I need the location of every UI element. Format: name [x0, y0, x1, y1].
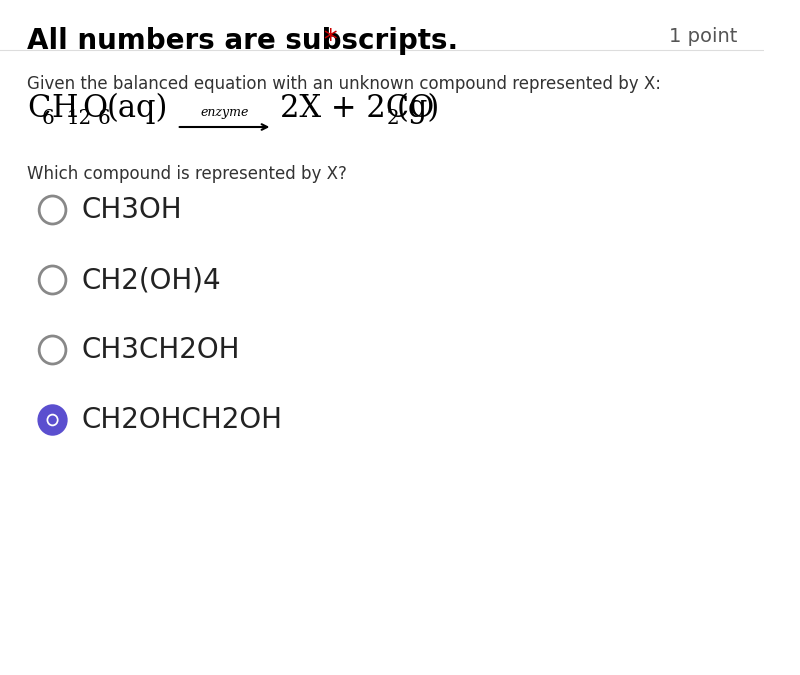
Text: CH2(OH)4: CH2(OH)4: [82, 266, 221, 294]
Text: 6: 6: [42, 109, 54, 128]
Text: enzyme: enzyme: [200, 106, 249, 119]
Text: 6: 6: [98, 109, 110, 128]
Text: 2X + 2CO: 2X + 2CO: [280, 93, 434, 124]
Text: 1 point: 1 point: [669, 27, 738, 46]
Text: 12: 12: [67, 109, 92, 128]
Text: Given the balanced equation with an unknown compound represented by X:: Given the balanced equation with an unkn…: [26, 75, 661, 93]
Text: *: *: [315, 27, 338, 55]
Text: CH3OH: CH3OH: [82, 196, 182, 224]
Text: (aq): (aq): [107, 92, 168, 124]
Circle shape: [39, 406, 66, 434]
Text: CH3CH2OH: CH3CH2OH: [82, 336, 240, 364]
Text: CH2OHCH2OH: CH2OHCH2OH: [82, 406, 282, 434]
Circle shape: [48, 416, 57, 425]
Text: (g): (g): [397, 92, 440, 124]
Text: Which compound is represented by X?: Which compound is represented by X?: [26, 165, 346, 183]
Text: All numbers are subscripts.: All numbers are subscripts.: [26, 27, 458, 55]
Circle shape: [46, 414, 58, 427]
Text: H: H: [51, 93, 78, 124]
Text: C: C: [26, 93, 50, 124]
Text: 2: 2: [387, 109, 399, 128]
Text: O: O: [82, 93, 107, 124]
